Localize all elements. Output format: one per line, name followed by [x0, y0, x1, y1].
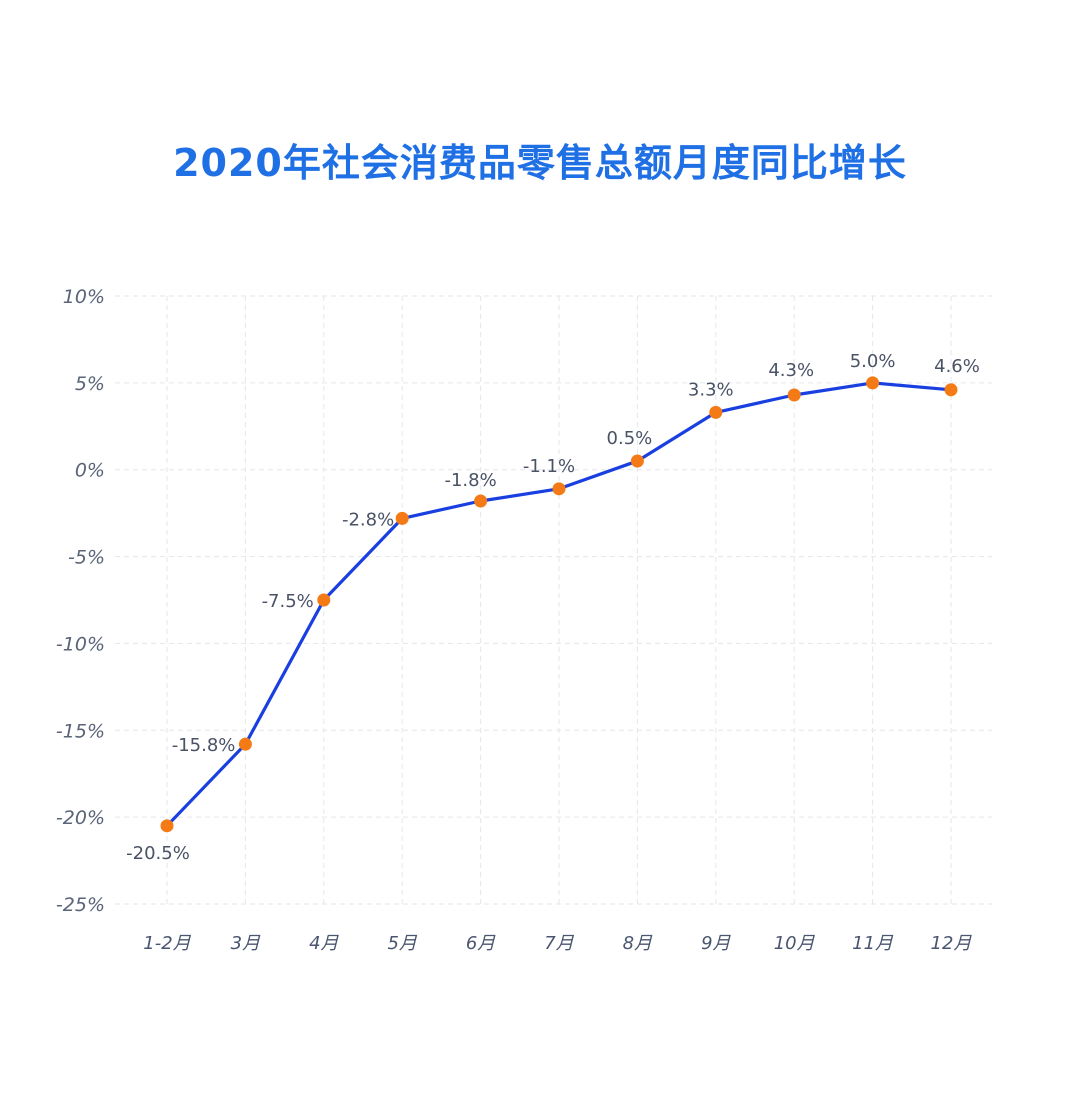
y-tick-label: -15% [56, 720, 105, 742]
horizontal-gridlines [115, 295, 992, 905]
data-label: 5.0% [850, 351, 896, 372]
x-tick-label: 8月 [623, 933, 653, 954]
data-label: -1.8% [444, 470, 496, 491]
x-tick-label: 7月 [544, 933, 574, 954]
y-tick-label: 10% [63, 286, 105, 308]
x-tick-label: 5月 [387, 933, 417, 954]
x-tick-label: 1-2月 [143, 933, 191, 954]
data-label: -2.8% [342, 509, 394, 530]
data-label: -7.5% [262, 591, 314, 612]
x-tick-label: 9月 [701, 933, 731, 954]
x-tick-label: 10月 [774, 933, 816, 954]
y-tick-label: -5% [68, 547, 105, 569]
markers-group [160, 376, 958, 833]
data-label: 0.5% [607, 428, 653, 449]
y-tick-label: -25% [56, 894, 105, 916]
data-point [787, 388, 801, 402]
data-point [395, 511, 409, 525]
data-label: -1.1% [523, 456, 575, 477]
y-tick-label: 5% [75, 373, 105, 395]
y-tick-label: 0% [75, 460, 105, 482]
data-point [866, 376, 880, 390]
x-tick-label: 4月 [309, 933, 339, 954]
x-axis: 1-2月 3月 4月 5月 6月 7月 8月 9月 10月 11月 12月 [143, 933, 972, 954]
data-label: -20.5% [126, 843, 190, 864]
x-tick-label: 12月 [931, 933, 973, 954]
data-point [944, 383, 958, 397]
data-label: 3.3% [688, 379, 734, 400]
y-tick-label: -20% [56, 807, 105, 829]
data-point [238, 737, 252, 751]
data-point [709, 405, 723, 419]
x-tick-label: 11月 [852, 933, 894, 954]
chart-title: 2020年社会消费品零售总额月度同比增长 [173, 141, 907, 185]
data-point [317, 593, 331, 607]
x-tick-label: 6月 [466, 933, 496, 954]
y-axis: 10% 5% 0% -5% -10% -15% -20% -25% [56, 286, 105, 916]
data-label: -15.8% [172, 735, 236, 756]
data-point [474, 494, 488, 508]
data-label: 4.6% [934, 356, 980, 377]
x-tick-label: 3月 [231, 933, 261, 954]
data-point [630, 454, 644, 468]
data-point [552, 482, 566, 496]
y-tick-label: -10% [56, 633, 105, 655]
data-point [160, 819, 174, 833]
data-label: 4.3% [768, 360, 814, 381]
data-labels-group: -20.5% -15.8% -7.5% -2.8% -1.8% -1.1% 0.5% 3.3%… [126, 351, 980, 864]
